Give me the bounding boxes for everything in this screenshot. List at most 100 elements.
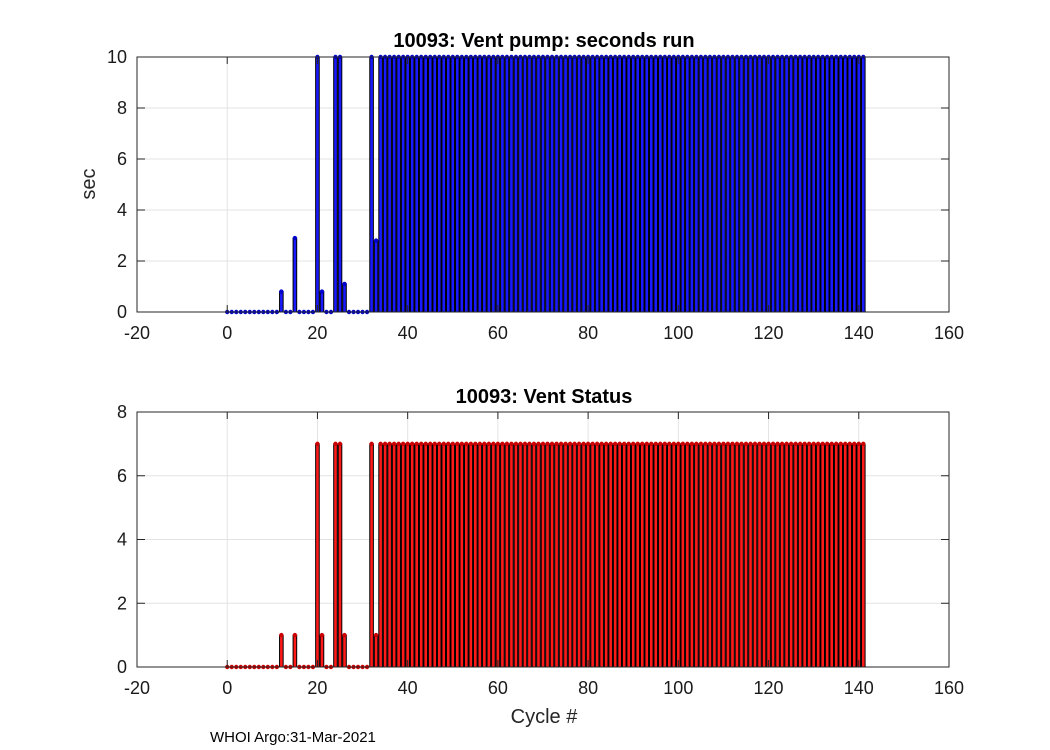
bar: [545, 56, 550, 313]
data-point: [419, 441, 424, 447]
bar: [432, 443, 438, 668]
bar: [739, 56, 744, 313]
bar: [545, 443, 550, 668]
bar: [757, 56, 762, 313]
bar: [621, 443, 627, 668]
bar: [662, 443, 668, 668]
data-point: [829, 441, 834, 447]
data-point: [599, 441, 604, 447]
bar: [333, 443, 338, 668]
bar: [482, 56, 487, 313]
bar: [590, 443, 595, 668]
bar: [748, 56, 753, 313]
bar: [486, 443, 492, 668]
bar: [671, 443, 677, 668]
data-point: [536, 441, 541, 447]
bar: [567, 443, 573, 668]
data-point: [567, 441, 573, 447]
x-tick-label: 160: [934, 678, 964, 698]
x-tick-label: 140: [844, 678, 874, 698]
data-point: [635, 441, 640, 447]
data-point: [491, 441, 496, 447]
bar: [860, 56, 866, 313]
bar: [473, 56, 478, 313]
data-point: [337, 441, 343, 447]
bar: [815, 56, 821, 313]
bar: [612, 56, 618, 313]
bar: [676, 443, 681, 668]
bar: [491, 56, 496, 313]
data-point: [441, 441, 446, 447]
bar: [856, 443, 862, 668]
bar: [509, 56, 514, 313]
x-tick-label: 140: [844, 323, 874, 343]
bar: [337, 56, 343, 313]
bar: [432, 56, 438, 313]
bar: [653, 56, 659, 313]
bar: [315, 443, 320, 668]
bar: [513, 443, 519, 668]
data-point: [382, 441, 388, 447]
data-point: [680, 441, 686, 447]
bar: [414, 56, 419, 313]
data-point: [464, 441, 469, 447]
bar: [779, 443, 785, 668]
bar: [820, 56, 825, 313]
bar: [409, 56, 415, 313]
data-point: [576, 441, 582, 447]
bar: [585, 56, 591, 313]
plot-frame: [136, 56, 950, 313]
bar: [802, 56, 807, 313]
bar: [833, 443, 839, 668]
data-point: [626, 441, 631, 447]
data-point: [315, 441, 320, 447]
bar: [445, 443, 451, 668]
data-point: [545, 441, 550, 447]
bar: [766, 443, 771, 668]
data-point: [757, 441, 762, 447]
data-point: [473, 441, 478, 447]
bar: [558, 56, 564, 313]
bar: [495, 443, 501, 668]
data-point: [752, 441, 758, 447]
y-tick-label: 8: [117, 98, 127, 118]
bar: [685, 56, 690, 313]
data-point: [391, 441, 397, 447]
x-tick-label: -20: [124, 323, 150, 343]
bar: [495, 56, 501, 313]
bar: [685, 443, 690, 668]
data-point: [793, 441, 798, 447]
data-point: [527, 441, 532, 447]
bar: [811, 56, 816, 313]
data-point: [540, 441, 546, 447]
bar: [712, 56, 717, 313]
data-point: [518, 441, 523, 447]
bar: [279, 634, 284, 668]
bar: [734, 56, 740, 313]
bar: [459, 443, 465, 668]
data-point: [504, 441, 510, 447]
bar: [725, 56, 731, 313]
bar: [540, 443, 546, 668]
bar: [793, 443, 798, 668]
data-point: [653, 441, 658, 447]
y-tick-label: 4: [117, 530, 127, 550]
data-point: [770, 441, 776, 447]
bar: [603, 443, 609, 668]
bar: [518, 56, 523, 313]
bar: [725, 443, 731, 668]
x-tick-label: 60: [488, 678, 508, 698]
bar: [608, 443, 613, 668]
bar: [464, 56, 469, 313]
bar: [694, 56, 699, 313]
data-point: [797, 441, 803, 447]
bar: [563, 56, 568, 313]
data-point: [775, 441, 780, 447]
bar: [572, 56, 577, 313]
chart-title: 10093: Vent Status: [456, 386, 633, 408]
x-axis-label: Cycle #: [511, 706, 579, 728]
x-tick-label: 100: [663, 323, 693, 343]
data-point: [685, 441, 690, 447]
